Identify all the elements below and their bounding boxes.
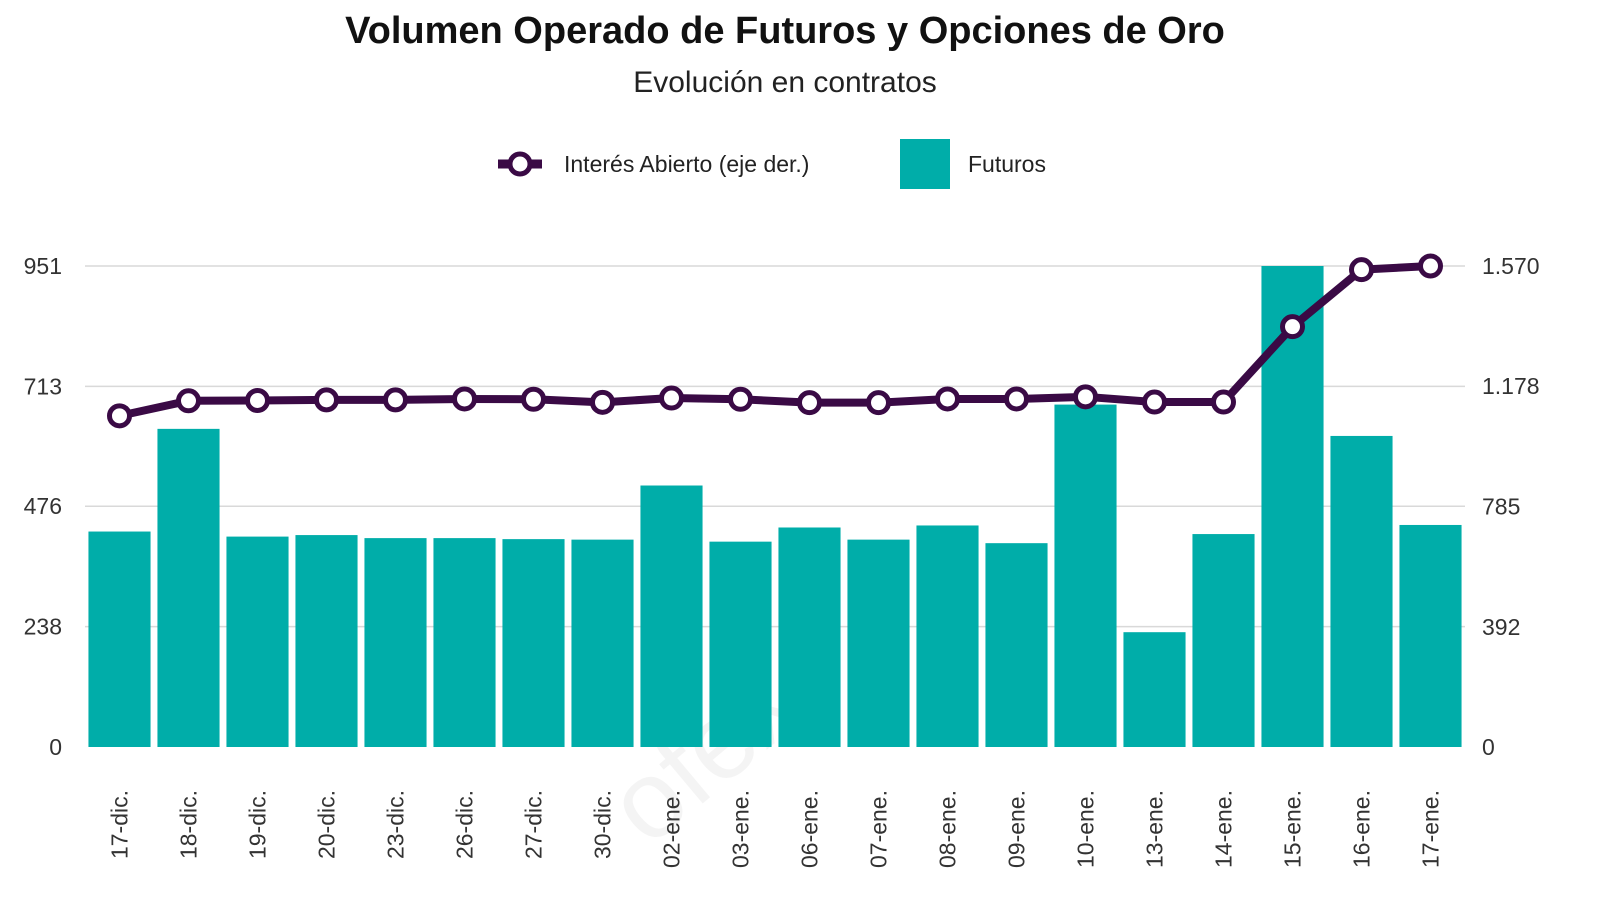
- point-interes-abierto: [452, 386, 477, 412]
- x-tick-label: 16-ene.: [1349, 790, 1375, 868]
- y-right-tick-label: 785: [1482, 494, 1520, 520]
- x-tick-label: 02-ene.: [659, 790, 685, 868]
- point-interes-abierto: [1211, 389, 1236, 415]
- bar-futuros: [1192, 534, 1255, 747]
- x-tick-label: 06-ene.: [797, 790, 823, 868]
- x-tick-label: 14-ene.: [1211, 790, 1237, 868]
- bar-futuros: [502, 539, 565, 747]
- y-right-tick-label: 1.570: [1482, 253, 1540, 279]
- x-tick-label: 10-ene.: [1073, 790, 1099, 868]
- x-tick-label: 09-ene.: [1004, 790, 1030, 868]
- bar-futuros: [364, 538, 427, 747]
- bar-futuros: [985, 543, 1048, 747]
- x-tick-label: 19-dic.: [245, 790, 271, 859]
- point-interes-abierto: [866, 390, 891, 416]
- bar-futuros: [88, 531, 151, 747]
- point-interes-abierto: [1142, 389, 1167, 415]
- bar-futuros: [433, 538, 496, 747]
- point-interes-abierto: [314, 387, 339, 413]
- x-tick-label: 18-dic.: [176, 790, 202, 859]
- chart-title: Volumen Operado de Futuros y Opciones de…: [345, 10, 1225, 52]
- legend-item-futuros: Futuros: [900, 138, 1046, 190]
- x-tick-label: 15-ene.: [1280, 790, 1306, 868]
- legend-bar-swatch-icon: [900, 139, 950, 189]
- x-tick-label: 27-dic.: [521, 790, 547, 859]
- point-interes-abierto: [1418, 253, 1443, 279]
- legend-item-interes-abierto: Interés Abierto (eje der.): [496, 138, 809, 190]
- chart-legend: Interés Abierto (eje der.) Futuros: [0, 138, 1570, 190]
- grid-lines: [85, 265, 1465, 628]
- point-interes-abierto: [107, 403, 132, 429]
- y-left-tick-label: 713: [24, 373, 62, 399]
- y-left-tick-label: 238: [24, 614, 62, 640]
- point-interes-abierto: [245, 387, 270, 413]
- y-left-tick-label: 0: [49, 734, 62, 760]
- bar-futuros: [916, 525, 979, 747]
- y-right-tick-label: 392: [1482, 614, 1520, 640]
- legend-label-interes-abierto: Interés Abierto (eje der.): [564, 150, 810, 177]
- x-tick-label: 08-ene.: [935, 790, 961, 868]
- line-series-interes-abierto: [107, 253, 1443, 429]
- x-tick-label: 17-dic.: [107, 790, 133, 859]
- y-left-tick-label: 476: [24, 493, 62, 519]
- x-tick-label: 20-dic.: [314, 790, 340, 859]
- bar-futuros: [1054, 404, 1117, 747]
- bar-futuros: [157, 428, 220, 747]
- point-interes-abierto: [659, 385, 684, 411]
- bar-futuros: [1399, 524, 1462, 747]
- axis-labels: 0 238 476 713 951 0 392 785 1.178 1.570 17-dic. 18-…: [24, 253, 1540, 868]
- point-interes-abierto: [590, 389, 615, 415]
- y-right-tick-label: 0: [1482, 734, 1495, 760]
- y-right-tick-label: 1.178: [1482, 373, 1540, 399]
- x-tick-label: 03-ene.: [728, 790, 754, 868]
- x-tick-label: 13-ene.: [1142, 790, 1168, 868]
- point-interes-abierto: [935, 386, 960, 412]
- point-interes-abierto: [383, 387, 408, 413]
- y-left-tick-label: 951: [24, 253, 62, 279]
- point-interes-abierto: [521, 386, 546, 412]
- bar-futuros: [571, 539, 634, 747]
- bar-futuros: [709, 541, 772, 747]
- point-interes-abierto: [1349, 257, 1374, 283]
- legend-line-marker-icon: [498, 151, 542, 177]
- bar-futuros: [847, 539, 910, 747]
- point-interes-abierto: [797, 390, 822, 416]
- bar-series-futuros: [88, 266, 1462, 747]
- point-interes-abierto: [176, 388, 201, 414]
- chart-subtitle: Evolución en contratos: [633, 66, 937, 99]
- point-interes-abierto: [1004, 386, 1029, 412]
- bar-futuros: [226, 536, 289, 747]
- x-tick-label: 17-ene.: [1418, 790, 1444, 868]
- legend-label-futuros: Futuros: [968, 150, 1046, 177]
- bar-futuros: [1330, 435, 1393, 747]
- bar-futuros: [778, 527, 841, 747]
- x-tick-label: 07-ene.: [866, 790, 892, 868]
- x-tick-label: 26-dic.: [452, 790, 478, 859]
- point-interes-abierto: [728, 386, 753, 412]
- bar-futuros: [1123, 632, 1186, 747]
- x-tick-label: 23-dic.: [383, 790, 409, 859]
- x-tick-label: 30-dic.: [590, 790, 616, 859]
- bar-futuros: [295, 535, 358, 747]
- point-interes-abierto: [1280, 314, 1305, 340]
- bar-futuros: [640, 485, 703, 747]
- point-interes-abierto: [1073, 384, 1098, 410]
